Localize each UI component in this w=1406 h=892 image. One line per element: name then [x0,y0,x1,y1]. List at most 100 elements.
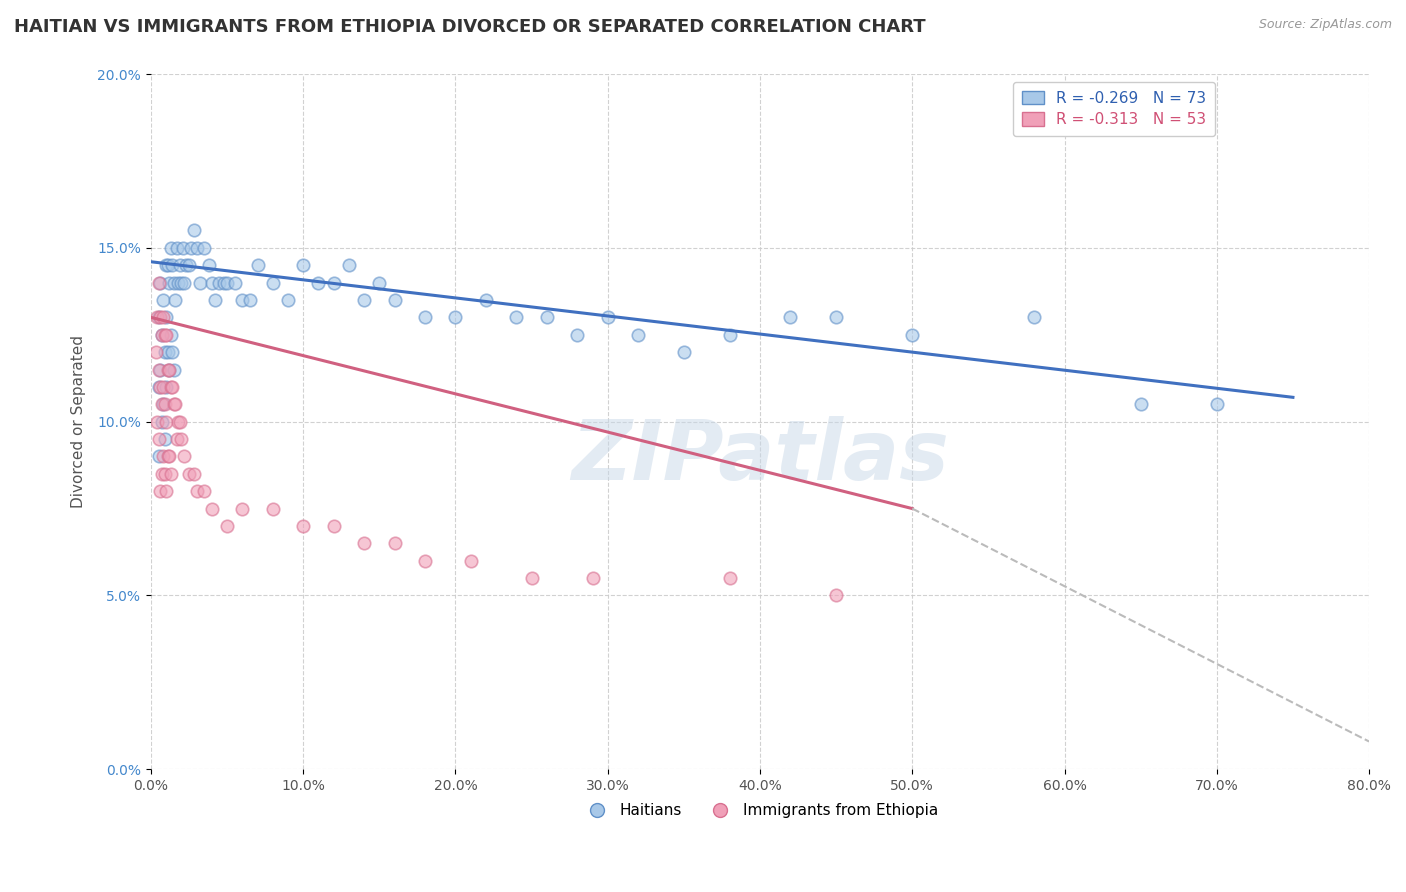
Point [152,293,174,307]
Point [262,276,284,290]
Point [157,276,180,290]
Point [152,310,174,325]
Text: HAITIAN VS IMMIGRANTS FROM ETHIOPIA DIVORCED OR SEPARATED CORRELATION CHART: HAITIAN VS IMMIGRANTS FROM ETHIOPIA DIVO… [14,18,925,36]
Point [212,276,235,290]
Point [155,258,177,272]
Point [167,276,190,290]
Point [155,327,177,342]
Point [460,554,482,568]
Point [155,415,177,429]
Point [149,380,172,394]
Point [166,241,188,255]
Point [262,501,284,516]
Point [163,397,186,411]
Point [163,362,186,376]
Point [149,310,172,325]
Point [353,293,375,307]
Point [146,415,169,429]
Point [901,327,924,342]
Point [177,258,200,272]
Point [150,397,173,411]
Point [149,484,172,499]
Point [150,327,173,342]
Point [224,276,246,290]
Point [162,258,184,272]
Point [153,345,176,359]
Point [169,258,191,272]
Point [1022,310,1045,325]
Point [337,258,360,272]
Point [384,293,406,307]
Point [157,362,180,376]
Point [444,310,467,325]
Point [167,415,190,429]
Point [148,276,170,290]
Point [174,258,197,272]
Point [153,432,176,446]
Point [157,362,180,376]
Point [193,241,215,255]
Point [148,380,170,394]
Point [157,450,180,464]
Point [201,501,224,516]
Point [149,276,172,290]
Point [150,327,173,342]
Point [159,327,181,342]
Point [156,345,179,359]
Point [231,501,253,516]
Point [198,258,221,272]
Point [146,310,169,325]
Point [162,345,184,359]
Point [156,258,179,272]
Point [188,276,211,290]
Point [159,467,181,481]
Point [322,519,344,533]
Point [148,310,170,325]
Point [413,310,436,325]
Point [204,293,226,307]
Point [183,223,205,237]
Text: Source: ZipAtlas.com: Source: ZipAtlas.com [1258,18,1392,31]
Point [165,397,187,411]
Point [292,258,315,272]
Point [163,276,186,290]
Point [307,276,329,290]
Point [177,467,200,481]
Point [718,327,741,342]
Point [170,276,193,290]
Point [208,276,231,290]
Point [277,293,299,307]
Point [292,519,315,533]
Point [825,310,848,325]
Point [1205,397,1227,411]
Point [162,380,184,394]
Point [156,362,179,376]
Point [159,380,181,394]
Point [384,536,406,550]
Point [152,450,174,464]
Point [322,276,344,290]
Point [155,484,177,499]
Point [231,293,253,307]
Point [353,536,375,550]
Point [150,415,173,429]
Point [186,241,208,255]
Point [159,241,181,255]
Point [520,571,543,585]
Point [170,432,193,446]
Point [217,276,239,290]
Point [825,589,848,603]
Text: ZIPatlas: ZIPatlas [571,416,949,497]
Point [368,276,391,290]
Point [145,345,167,359]
Point [148,450,170,464]
Point [173,276,195,290]
Point [201,276,224,290]
Point [581,571,603,585]
Point [173,450,195,464]
Point [169,415,191,429]
Point [165,293,187,307]
Point [183,467,205,481]
Point [567,327,589,342]
Point [148,362,170,376]
